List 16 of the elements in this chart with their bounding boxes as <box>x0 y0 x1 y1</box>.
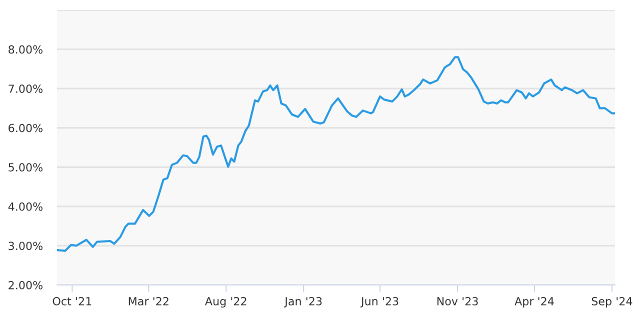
y-tick-label: 7.00% <box>8 84 42 93</box>
x-tick-label: Mar '22 <box>128 297 168 306</box>
x-tick-label: Oct '21 <box>52 297 92 306</box>
y-tick-label: 2.00% <box>8 280 42 290</box>
y-tick-label: 4.00% <box>8 202 42 211</box>
y-tick-label: 3.00% <box>8 242 42 250</box>
x-tick-label: Jan '23 <box>284 297 322 308</box>
line-series <box>57 56 615 252</box>
x-tick-label: Jun '23 <box>360 297 398 308</box>
y-tick-label: 8.00% <box>8 45 42 54</box>
y-tick-label: 5.00% <box>8 163 42 172</box>
x-tick-label: Apr '24 <box>514 297 554 308</box>
x-tick-label: Sep '24 <box>592 297 632 308</box>
y-tick-label: 6.00% <box>8 124 42 132</box>
x-tick-label: Aug '22 <box>205 297 246 308</box>
x-tick-label: Nov '23 <box>437 297 478 306</box>
